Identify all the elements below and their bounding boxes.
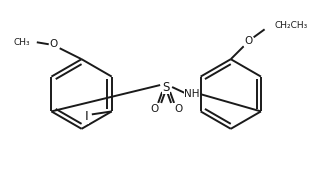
Text: O: O [150,104,158,114]
Text: O: O [50,39,58,49]
Text: O: O [245,36,253,46]
Text: CH₃: CH₃ [13,38,30,47]
Text: S: S [162,81,170,94]
Text: O: O [174,104,182,114]
Text: I: I [85,110,89,123]
Text: NH: NH [184,89,200,99]
Text: CH₂CH₃: CH₂CH₃ [275,21,308,30]
